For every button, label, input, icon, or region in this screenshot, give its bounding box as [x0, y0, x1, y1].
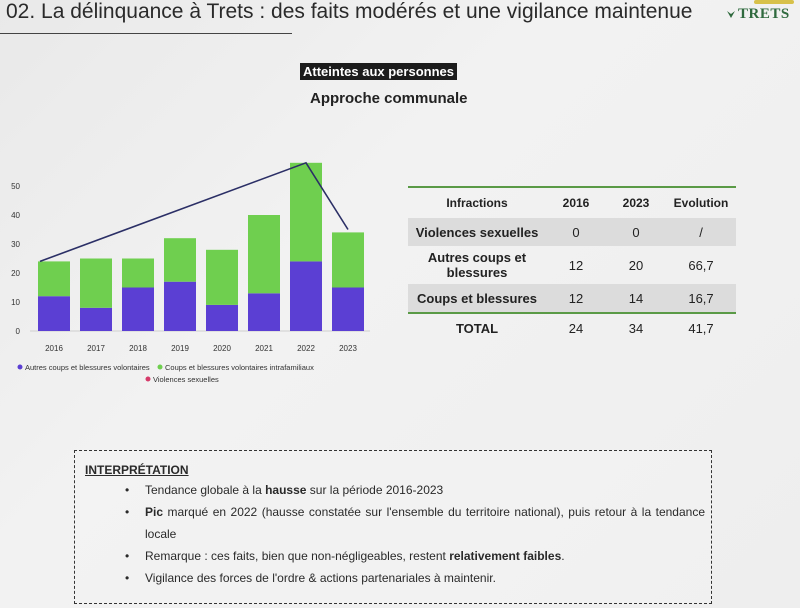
- bullet-text: Remarque : ces faits, bien que non-négli…: [145, 549, 450, 563]
- chart-subheading: Approche communale: [310, 90, 468, 107]
- bullet-peak: Pic marqué en 2022 (hausse constatée sur…: [125, 501, 705, 545]
- table-top-rule: [408, 186, 736, 188]
- cell-evolution: /: [666, 218, 736, 246]
- header-evolution: Evolution: [673, 196, 729, 210]
- bar-segment: [248, 293, 280, 331]
- header-2023: 2023: [622, 196, 650, 210]
- bar-segment: [248, 215, 280, 294]
- x-tick-label: 2017: [87, 344, 105, 353]
- x-tick-label: 2020: [213, 344, 231, 353]
- trets-logo: TRETS: [724, 0, 800, 32]
- table-header-row: Infractions 2016 2023 Evolution: [408, 188, 736, 218]
- cell-2023: 14: [606, 284, 666, 313]
- title-underline: [0, 33, 292, 34]
- bullet-emphasis: relativement faibles: [449, 549, 562, 563]
- bar-segment: [38, 261, 70, 297]
- cell-2016: 12: [546, 284, 606, 313]
- bullet-emphasis: Pic: [145, 505, 164, 519]
- total-2016: 24: [546, 312, 606, 342]
- bar-segment: [164, 281, 196, 331]
- y-tick-label: 40: [11, 211, 20, 220]
- bar-segment: [206, 304, 238, 331]
- table-row: Violences sexuelles 0 0 /: [408, 218, 736, 246]
- total-label: TOTAL: [408, 312, 546, 342]
- y-tick-label: 20: [11, 269, 20, 278]
- x-tick-label: 2021: [255, 344, 273, 353]
- total-evolution: 41,7: [666, 312, 736, 342]
- x-tick-label: 2019: [171, 344, 189, 353]
- x-tick-label: 2016: [45, 344, 63, 353]
- page-title: 02. La délinquance à Trets : des faits m…: [6, 0, 693, 23]
- bar-segment: [122, 287, 154, 331]
- header-infractions: Infractions: [446, 196, 508, 210]
- y-tick-label: 50: [11, 182, 20, 191]
- bullet-remark: Remarque : ces faits, bien que non-négli…: [125, 545, 705, 567]
- bar-segment: [38, 296, 70, 331]
- bar-segment: [122, 258, 154, 288]
- bullet-text: .: [561, 549, 565, 563]
- x-tick-label: 2018: [129, 344, 147, 353]
- bar-segment: [332, 232, 364, 288]
- bar-segment: [332, 287, 364, 331]
- chart-heading: Atteintes aux personnes: [300, 63, 457, 80]
- cell-evolution: 16,7: [666, 284, 736, 313]
- cell-2023: 20: [628, 257, 644, 273]
- legend-label: Violences sexuelles: [153, 375, 219, 384]
- bullet-text: marqué en 2022 (hausse constatée sur l'e…: [145, 505, 705, 541]
- legend-marker: [157, 364, 163, 370]
- bar-segment: [80, 258, 112, 308]
- row-label: Coups et blessures: [408, 284, 546, 313]
- bar-segment: [206, 249, 238, 305]
- bullet-emphasis: hausse: [265, 483, 307, 497]
- interpretation-title: INTERPRÉTATION: [85, 463, 189, 477]
- trend-line: [39, 161, 349, 263]
- bullet-trend: Tendance globale à la hausse sur la péri…: [125, 479, 705, 501]
- legend-marker: [17, 364, 23, 370]
- total-2023: 34: [606, 312, 666, 342]
- bar-segment: [80, 307, 112, 331]
- leaf-icon: [727, 11, 735, 18]
- cell-evolution: 66,7: [688, 257, 714, 273]
- table-row: Autres coups et blessures 12 20 66,7: [408, 246, 736, 284]
- bar-segment: [164, 238, 196, 282]
- interpretation-box: INTERPRÉTATION Tendance globale à la hau…: [74, 450, 712, 604]
- logo-text: TRETS: [738, 6, 790, 22]
- cell-2016: 0: [546, 218, 606, 246]
- y-tick-label: 10: [11, 298, 20, 307]
- legend-marker: [145, 376, 151, 382]
- legend-label: Coups et blessures volontaires intrafami…: [165, 363, 314, 372]
- cell-2023: 0: [606, 218, 666, 246]
- y-tick-label: 30: [11, 240, 20, 249]
- bullet-text: Vigilance des forces de l'ordre & action…: [145, 571, 496, 585]
- logo-accent-bar: [754, 0, 794, 4]
- stacked-bar-chart: 0 10 20 30 40 50 2016 2017 2018 2019 2020 2021 2022 2…: [11, 161, 370, 384]
- y-tick-label: 0: [16, 327, 21, 336]
- bar-segment: [290, 162, 322, 262]
- x-tick-label: 2022: [297, 344, 315, 353]
- bullet-text: Tendance globale à la: [145, 483, 266, 497]
- x-tick-label: 2023: [339, 344, 357, 353]
- table-row: Coups et blessures 12 14 16,7: [408, 284, 736, 313]
- bullet-vigilance: Vigilance des forces de l'ordre & action…: [125, 567, 705, 589]
- table-total-row: TOTAL 24 34 41,7: [408, 312, 736, 342]
- infractions-table: Infractions 2016 2023 Evolution Violence…: [408, 188, 736, 342]
- interpretation-list: Tendance globale à la hausse sur la péri…: [125, 479, 705, 589]
- header-2016: 2016: [562, 196, 590, 210]
- cell-2016: 12: [568, 257, 584, 273]
- bullet-text: sur la période 2016-2023: [306, 483, 444, 497]
- bar-segment: [290, 261, 322, 331]
- row-label: Autres coups et blessures: [427, 250, 527, 280]
- row-label: Violences sexuelles: [408, 218, 546, 246]
- legend-label: Autres coups et blessures volontaires: [25, 363, 150, 372]
